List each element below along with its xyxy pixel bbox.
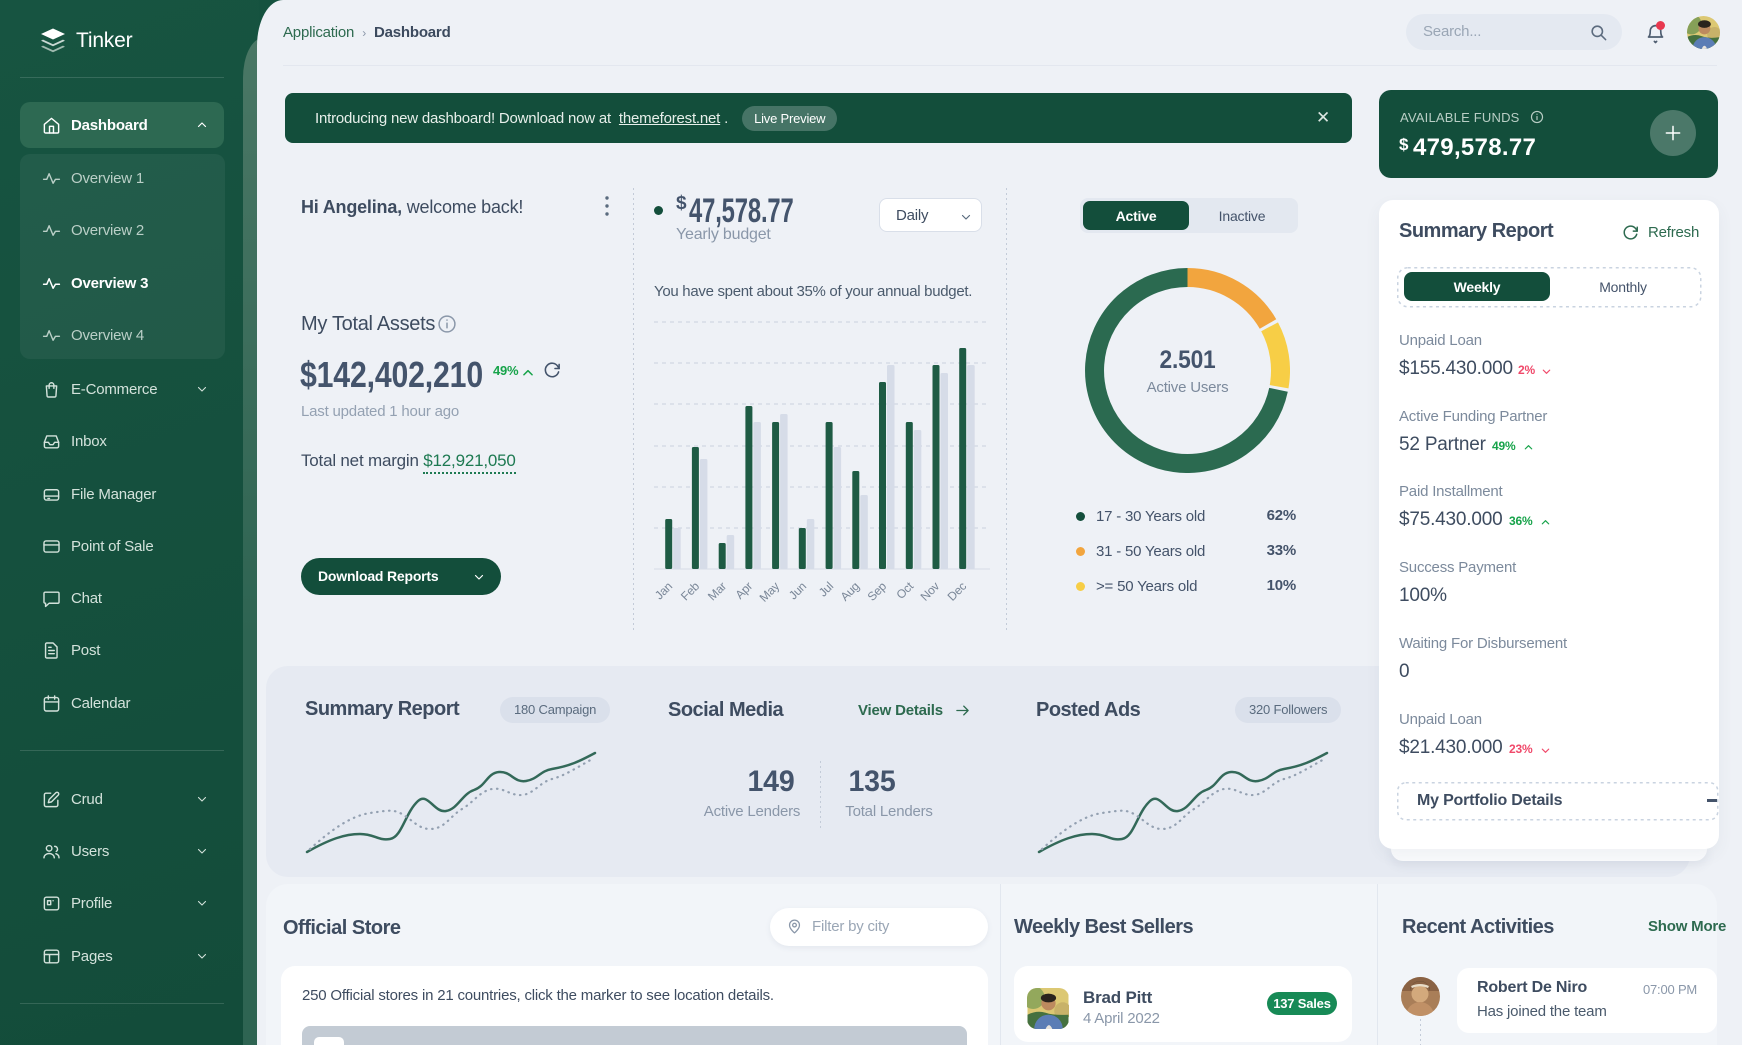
svg-text:Jul: Jul: [816, 579, 836, 599]
svg-text:Feb: Feb: [678, 579, 702, 603]
svg-text:Nov: Nov: [918, 579, 943, 604]
svg-text:Dec: Dec: [945, 579, 970, 604]
svg-text:Mar: Mar: [705, 579, 729, 603]
svg-text:May: May: [757, 579, 783, 605]
svg-text:Jun: Jun: [786, 579, 809, 602]
svg-text:Jan: Jan: [652, 579, 675, 602]
svg-text:Apr: Apr: [732, 579, 755, 602]
svg-text:Sep: Sep: [865, 579, 890, 604]
svg-text:Oct: Oct: [893, 579, 916, 602]
svg-text:Aug: Aug: [838, 579, 863, 604]
